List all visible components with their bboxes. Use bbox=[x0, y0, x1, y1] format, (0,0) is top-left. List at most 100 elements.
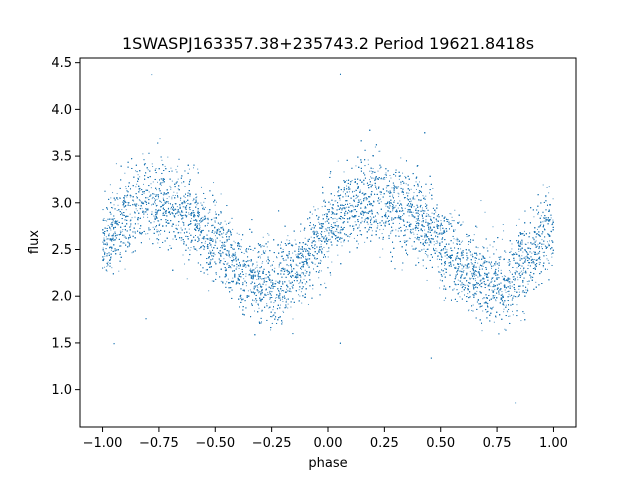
data-point bbox=[176, 192, 178, 194]
data-point bbox=[361, 210, 363, 212]
data-point bbox=[404, 207, 406, 209]
data-point bbox=[236, 281, 238, 283]
data-point bbox=[123, 234, 125, 236]
data-point bbox=[450, 213, 452, 215]
data-point bbox=[407, 240, 409, 242]
data-point bbox=[199, 228, 201, 230]
data-point bbox=[482, 277, 484, 279]
data-point bbox=[505, 251, 507, 253]
data-point bbox=[327, 227, 329, 229]
data-point bbox=[377, 225, 379, 227]
data-point bbox=[503, 311, 505, 313]
data-point bbox=[170, 167, 172, 169]
data-point bbox=[370, 194, 372, 196]
data-point bbox=[364, 241, 366, 243]
data-point bbox=[107, 225, 109, 227]
data-point bbox=[409, 211, 411, 213]
data-point bbox=[286, 239, 288, 241]
data-point bbox=[204, 242, 206, 244]
data-point bbox=[502, 295, 504, 297]
data-point bbox=[466, 256, 468, 258]
data-point bbox=[199, 218, 201, 220]
data-point bbox=[134, 232, 136, 234]
data-point bbox=[106, 253, 108, 255]
data-point bbox=[174, 195, 176, 197]
data-point bbox=[135, 186, 137, 188]
data-point bbox=[160, 201, 162, 203]
data-point bbox=[324, 282, 326, 284]
data-point bbox=[462, 221, 464, 223]
data-point bbox=[356, 196, 358, 198]
data-point bbox=[465, 267, 467, 269]
data-point bbox=[330, 274, 332, 276]
data-point bbox=[310, 236, 312, 238]
data-point bbox=[409, 238, 411, 240]
data-point bbox=[193, 167, 195, 169]
data-point bbox=[236, 266, 238, 268]
data-point bbox=[307, 264, 309, 266]
data-point bbox=[535, 281, 537, 283]
data-point bbox=[287, 271, 289, 273]
data-point bbox=[328, 211, 330, 213]
data-point bbox=[171, 198, 173, 200]
data-point bbox=[530, 277, 532, 279]
data-point bbox=[155, 226, 157, 228]
data-point bbox=[300, 230, 302, 232]
data-point bbox=[492, 277, 494, 279]
data-point bbox=[413, 192, 415, 194]
data-point bbox=[104, 266, 106, 268]
data-point bbox=[472, 304, 474, 306]
data-point bbox=[147, 197, 149, 199]
data-point bbox=[301, 268, 303, 270]
data-point bbox=[392, 204, 394, 206]
data-point bbox=[302, 254, 304, 256]
data-point bbox=[220, 193, 222, 195]
data-point bbox=[336, 218, 338, 220]
data-point bbox=[115, 163, 117, 165]
data-point bbox=[429, 192, 431, 194]
data-point bbox=[214, 235, 216, 237]
data-point bbox=[398, 186, 400, 188]
data-point bbox=[400, 203, 402, 205]
data-point bbox=[533, 238, 535, 240]
data-point bbox=[313, 233, 315, 235]
data-point bbox=[537, 252, 539, 254]
data-point bbox=[214, 226, 216, 228]
data-point bbox=[119, 252, 121, 254]
data-point bbox=[129, 220, 131, 222]
data-point bbox=[255, 301, 257, 303]
data-point bbox=[474, 280, 476, 282]
data-point bbox=[133, 200, 135, 202]
data-point bbox=[491, 267, 493, 269]
data-point bbox=[254, 310, 256, 312]
data-point bbox=[481, 305, 483, 307]
data-point bbox=[158, 220, 160, 222]
data-point bbox=[507, 291, 509, 293]
data-point bbox=[519, 255, 521, 257]
data-point bbox=[402, 214, 404, 216]
data-point bbox=[401, 204, 403, 206]
data-point bbox=[524, 256, 526, 258]
data-point bbox=[482, 263, 484, 265]
data-point bbox=[484, 211, 486, 213]
data-point bbox=[212, 239, 214, 241]
data-point bbox=[336, 220, 338, 222]
data-point bbox=[151, 204, 153, 206]
data-point bbox=[112, 218, 114, 220]
data-point bbox=[491, 278, 493, 280]
data-point bbox=[318, 221, 320, 223]
data-point bbox=[430, 216, 432, 218]
data-point bbox=[502, 302, 504, 304]
data-point bbox=[158, 230, 160, 232]
data-point bbox=[125, 188, 127, 190]
data-point bbox=[456, 237, 458, 239]
data-point bbox=[526, 281, 528, 283]
data-point bbox=[500, 269, 502, 271]
data-point bbox=[141, 207, 143, 209]
data-point bbox=[286, 288, 288, 290]
data-point bbox=[329, 203, 331, 205]
data-point bbox=[327, 256, 329, 258]
data-point bbox=[138, 204, 140, 206]
data-point bbox=[377, 170, 379, 172]
data-point bbox=[540, 223, 542, 225]
